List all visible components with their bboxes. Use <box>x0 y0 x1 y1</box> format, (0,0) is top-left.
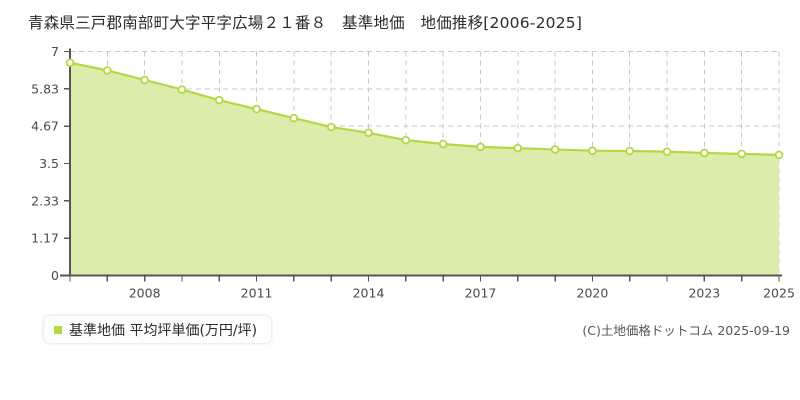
x-tick-label: 2025 <box>763 286 795 301</box>
y-tick-label: 3.5 <box>39 156 59 171</box>
y-tick-label: 5.83 <box>31 81 59 96</box>
x-axis-ticks: 2008 2011 2014 2017 2020 2023 2025 <box>69 275 795 301</box>
data-point-markers <box>65 58 784 160</box>
y-axis-ticks: 0 1.17 2.33 3.5 4.67 5.83 7 <box>31 44 70 283</box>
x-tick-label: 2023 <box>688 286 720 301</box>
x-tick-label: 2014 <box>353 286 385 301</box>
x-tick-label: 2008 <box>129 286 161 301</box>
x-tick-label: 2020 <box>577 286 609 301</box>
x-tick-label: 2011 <box>241 286 273 301</box>
legend-swatch-icon <box>54 325 62 334</box>
y-tick-label: 1.17 <box>31 231 59 246</box>
chart-title: 青森県三戸郡南部町大字平字広場２１番８ 基準地価 地価推移[2006-2025] <box>28 14 583 32</box>
area-fill <box>70 62 779 276</box>
data-line <box>68 61 781 156</box>
y-tick-label: 7 <box>51 44 59 59</box>
y-tick-label: 2.33 <box>31 193 59 208</box>
y-tick-label: 4.67 <box>31 119 59 134</box>
y-tick-label: 0 <box>51 268 59 283</box>
copyright-credit: (C)土地価格ドットコム 2025-09-19 <box>582 323 790 338</box>
chart-legend[interactable]: 基準地価 平均坪単価(万円/坪) <box>44 316 272 343</box>
x-tick-label: 2017 <box>465 286 497 301</box>
legend-label: 基準地価 平均坪単価(万円/坪) <box>69 322 258 339</box>
